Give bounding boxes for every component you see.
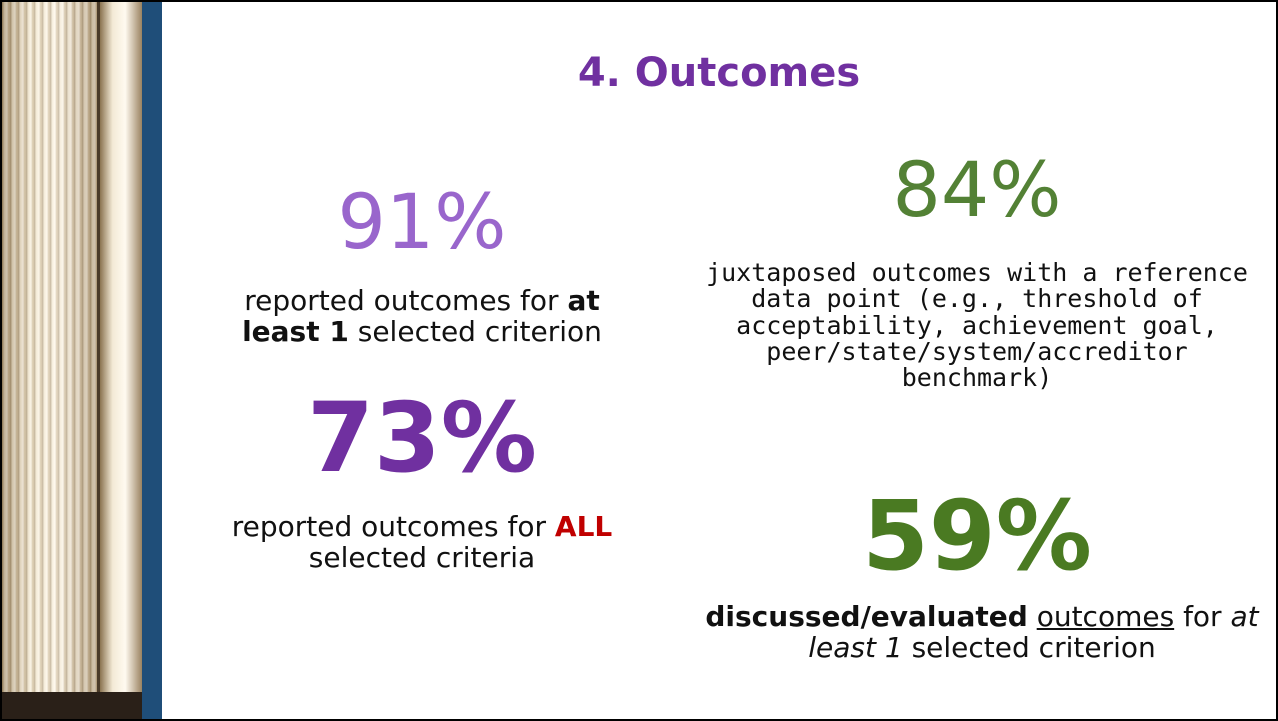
stat-description: reported outcomes for ALL selected crite… bbox=[202, 512, 642, 574]
text: juxtaposed outcomes with a reference dat… bbox=[706, 258, 1248, 392]
stat-number: 59% bbox=[692, 488, 1262, 584]
text: selected criterion bbox=[903, 631, 1156, 664]
stat-description: discussed/evaluated outcomes for at leas… bbox=[702, 602, 1262, 664]
text: reported outcomes for bbox=[244, 284, 567, 317]
bold-text: discussed/evaluated bbox=[705, 600, 1027, 633]
text: selected criterion bbox=[349, 315, 602, 348]
stat-number: 73% bbox=[202, 390, 642, 486]
slide-title: 4. Outcomes bbox=[162, 50, 1276, 96]
highlight-text: ALL bbox=[555, 510, 612, 543]
text bbox=[1028, 600, 1037, 633]
slide: 4. Outcomes 91% reported outcomes for at… bbox=[0, 0, 1278, 721]
underlined-text: outcomes bbox=[1037, 600, 1174, 633]
stat-description: juxtaposed outcomes with a reference dat… bbox=[692, 260, 1262, 391]
text: selected criteria bbox=[309, 541, 535, 574]
stat-number: 84% bbox=[692, 152, 1262, 228]
stat-description: reported outcomes for at least 1 selecte… bbox=[202, 286, 642, 348]
stat-number: 91% bbox=[202, 184, 642, 260]
text: reported outcomes for bbox=[232, 510, 555, 543]
pillars-decoration bbox=[2, 2, 162, 719]
text: for bbox=[1174, 600, 1230, 633]
